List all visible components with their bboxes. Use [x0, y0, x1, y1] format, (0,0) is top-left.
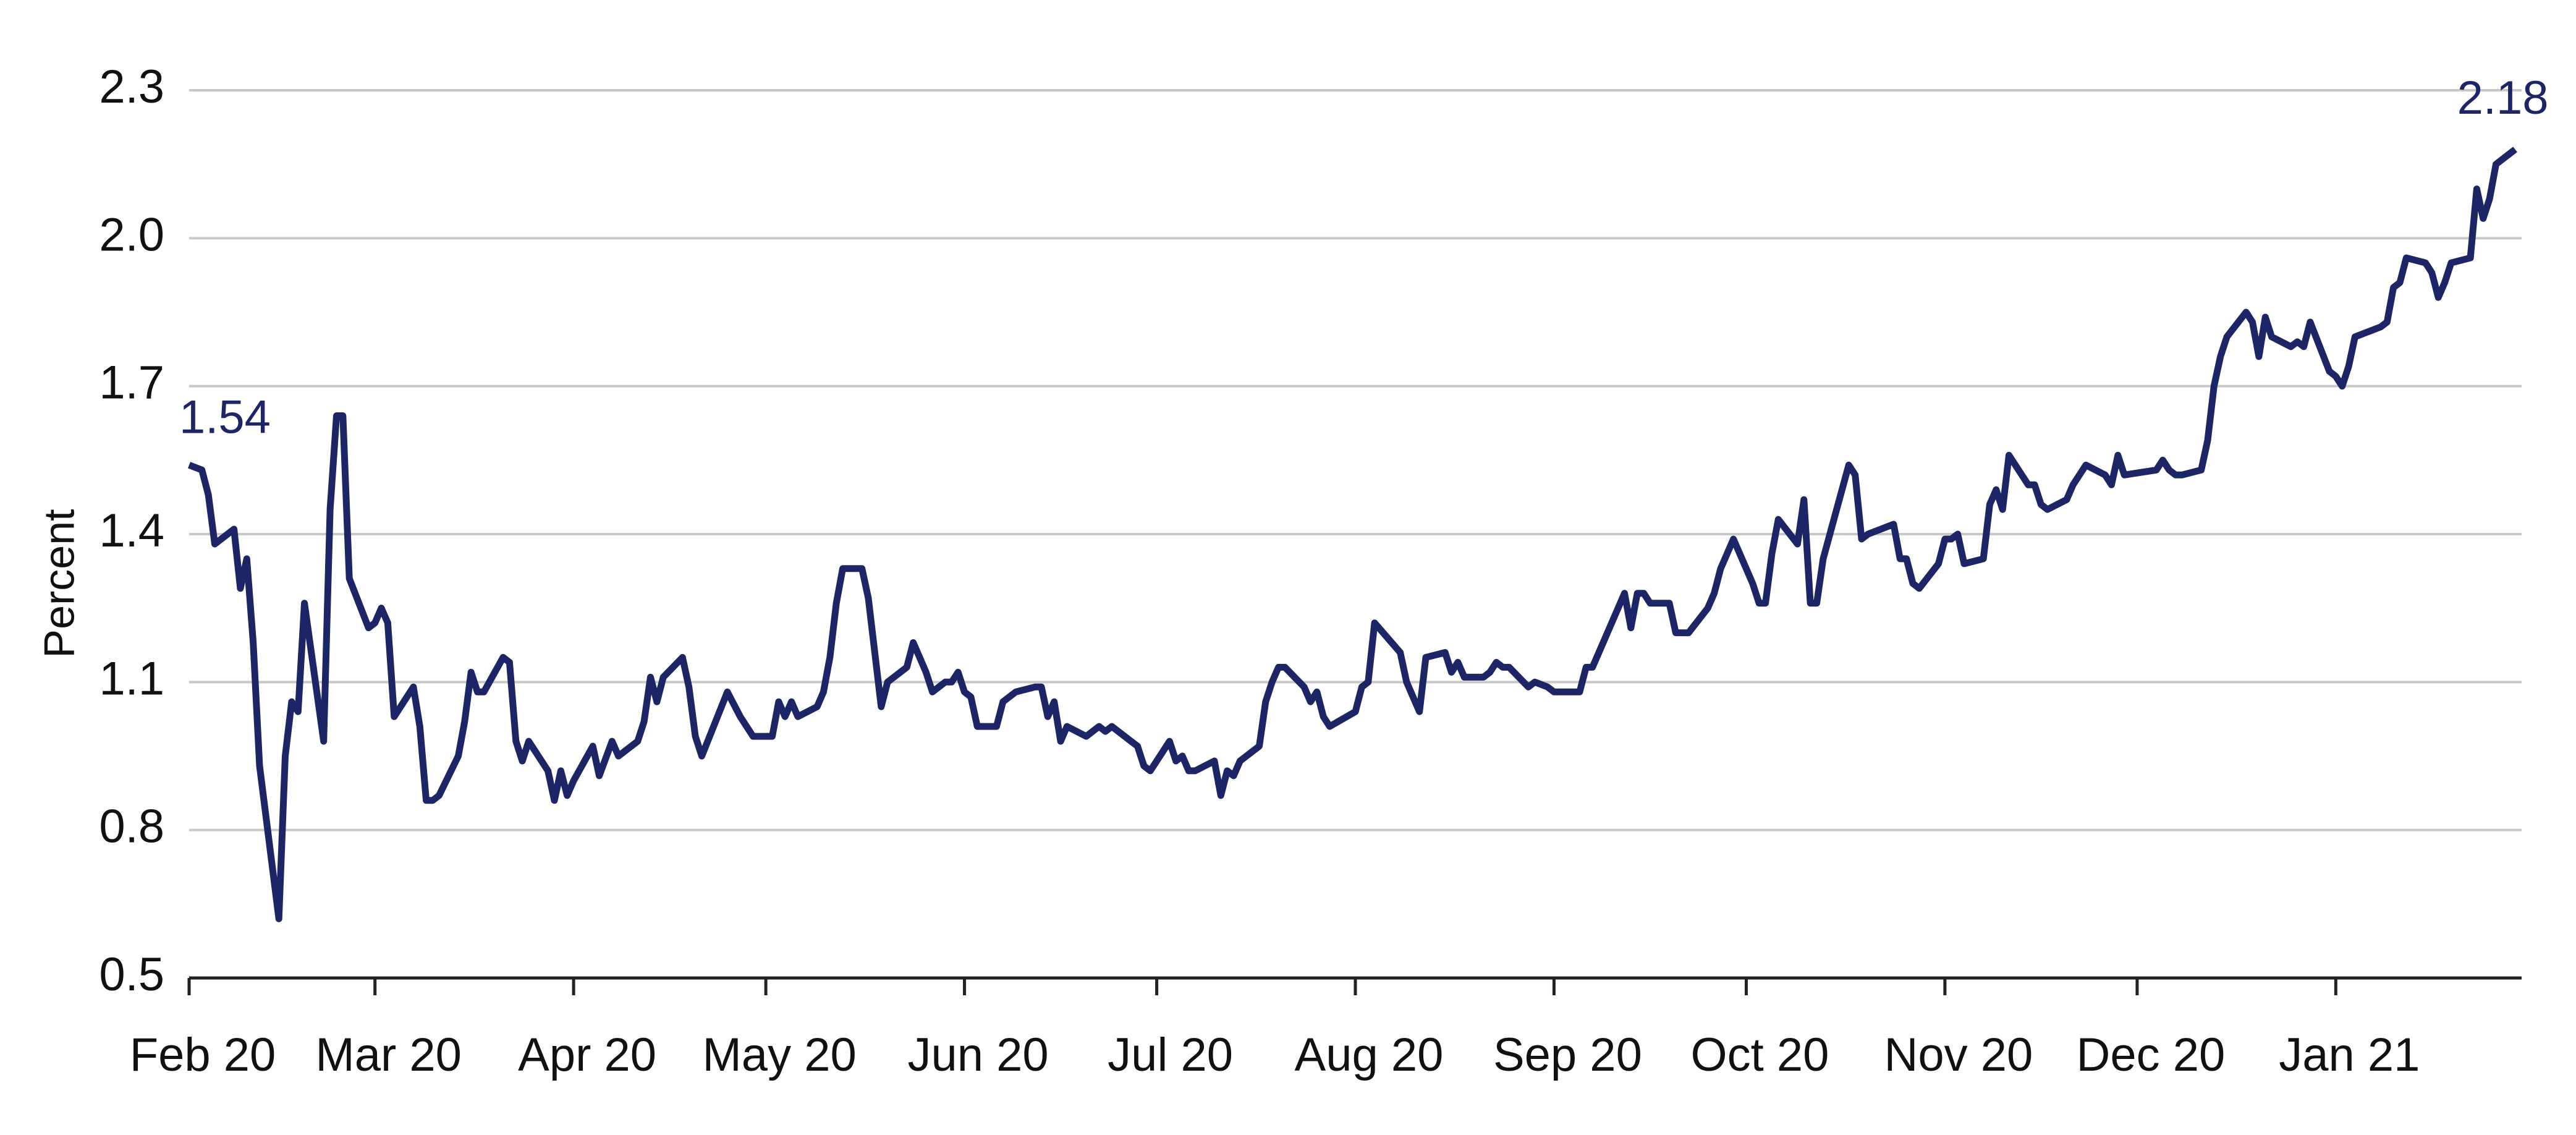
- y-tick-label: 0.5: [99, 948, 164, 1001]
- x-tick-label: Nov 20: [1884, 1029, 2033, 1081]
- x-tick-label: Sep 20: [1493, 1029, 1642, 1081]
- data-label: 1.54: [179, 391, 271, 443]
- x-tick-label: Aug 20: [1295, 1029, 1444, 1081]
- data-line: [188, 147, 2517, 922]
- x-tick-label: Apr 20: [518, 1029, 656, 1081]
- y-axis-label: Percent: [35, 509, 83, 658]
- x-tick-label: Jul 20: [1108, 1029, 1233, 1081]
- x-tick-label: Jan 21: [2279, 1029, 2420, 1081]
- y-tick-label: 2.0: [99, 208, 164, 261]
- x-tick-label: Feb 20: [130, 1029, 276, 1081]
- y-tick-label: 1.4: [99, 504, 164, 557]
- x-tick-label: May 20: [703, 1029, 857, 1081]
- y-tick-label: 0.8: [99, 801, 164, 853]
- x-tick-label: Mar 20: [315, 1029, 462, 1081]
- y-tick-label: 2.3: [99, 61, 164, 113]
- y-tick-label: 1.1: [99, 652, 164, 705]
- x-tick-label: Oct 20: [1691, 1029, 1829, 1081]
- x-tick-label: Jun 20: [907, 1029, 1048, 1081]
- x-tick-label: Dec 20: [2077, 1029, 2226, 1081]
- y-tick-label: 1.7: [99, 357, 164, 409]
- data-label: 2.18: [2457, 72, 2549, 124]
